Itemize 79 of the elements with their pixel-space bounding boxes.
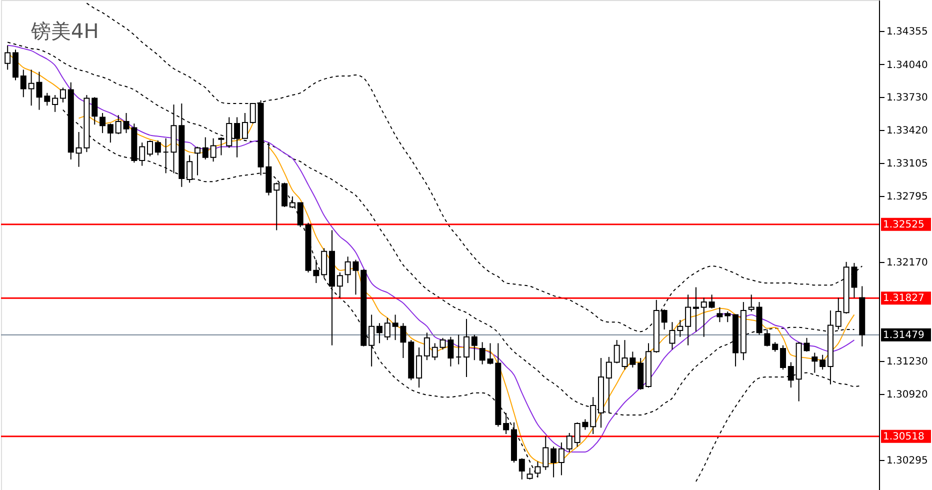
candlestick [558, 442, 564, 476]
candlestick [456, 334, 462, 365]
candlestick [692, 286, 699, 332]
candlestick [218, 136, 224, 156]
candlestick [669, 322, 676, 350]
y-tick-label: 1.30295 [886, 455, 928, 466]
candlestick [614, 340, 620, 364]
candlestick [92, 96, 98, 126]
candlestick [242, 112, 248, 139]
candlestick [835, 297, 842, 330]
candlestick [716, 306, 723, 323]
candlestick [685, 294, 692, 346]
candlestick [336, 272, 343, 298]
candlestick [321, 248, 328, 278]
candlestick [661, 308, 668, 330]
candlestick [518, 458, 525, 480]
candlestick [210, 138, 216, 162]
candlestick [4, 44, 11, 70]
y-tick-label: 1.33420 [886, 125, 928, 136]
y-tick-label: 1.32795 [886, 191, 928, 202]
candlestick [566, 432, 572, 452]
candlestick [820, 354, 826, 370]
candlestick [115, 114, 122, 135]
candlestick [162, 138, 169, 174]
candlestick [202, 136, 208, 160]
candlestick [780, 344, 786, 370]
y-tick-label: 1.33105 [886, 158, 928, 170]
candlestick [503, 412, 510, 435]
y-tick-label: 1.33730 [886, 92, 928, 104]
candlestick [724, 311, 731, 323]
candlestick [282, 182, 288, 208]
candlestick [812, 352, 818, 374]
candlestick [107, 123, 114, 144]
text: 镑美4H [30, 19, 99, 43]
candlestick [20, 69, 26, 98]
candlestick [154, 140, 161, 156]
candlestick [297, 202, 304, 228]
candlestick [186, 154, 193, 184]
candlestick [677, 319, 684, 338]
ref-line-label: 1.32525 [883, 219, 924, 230]
candlestick [772, 342, 778, 352]
candlestick [234, 116, 240, 158]
candlestick [708, 294, 715, 309]
candlestick [464, 318, 470, 378]
y-tick-label: 1.32170 [886, 257, 928, 268]
candlestick [542, 436, 549, 470]
y-tick-label: 1.34040 [886, 60, 928, 71]
candlestick [289, 196, 296, 209]
candlestick [432, 342, 438, 361]
candlestick [100, 112, 106, 134]
candlestick [194, 146, 200, 176]
candlestick [700, 297, 707, 338]
candlestick [274, 182, 280, 231]
candlestick [226, 116, 232, 148]
candlestick [368, 314, 375, 367]
candlestick [44, 92, 50, 106]
candlestick [606, 356, 612, 414]
ref-line-label: 1.31827 [883, 293, 924, 304]
candlestick [471, 334, 478, 361]
candlestick [139, 142, 146, 166]
candlestick [147, 140, 154, 157]
candlestick [550, 446, 557, 478]
ref-line-label: 1.31479 [883, 330, 924, 341]
candlestick [52, 94, 58, 112]
ref-line-label: 1.30518 [883, 431, 924, 442]
candlestick [534, 460, 541, 478]
candlestick [788, 362, 794, 388]
candlestick [748, 294, 754, 312]
candlestick [764, 328, 770, 347]
candlestick [526, 467, 533, 480]
y-tick-label: 1.30920 [886, 389, 928, 400]
candlestick [60, 87, 66, 103]
candlestick [424, 332, 430, 361]
candlestick [384, 317, 390, 341]
y-tick-label: 1.31230 [886, 356, 928, 368]
candlestick [376, 322, 382, 344]
candlestick [416, 346, 422, 388]
candlestick [250, 102, 256, 124]
y-tick-label: 1.34355 [886, 26, 928, 38]
